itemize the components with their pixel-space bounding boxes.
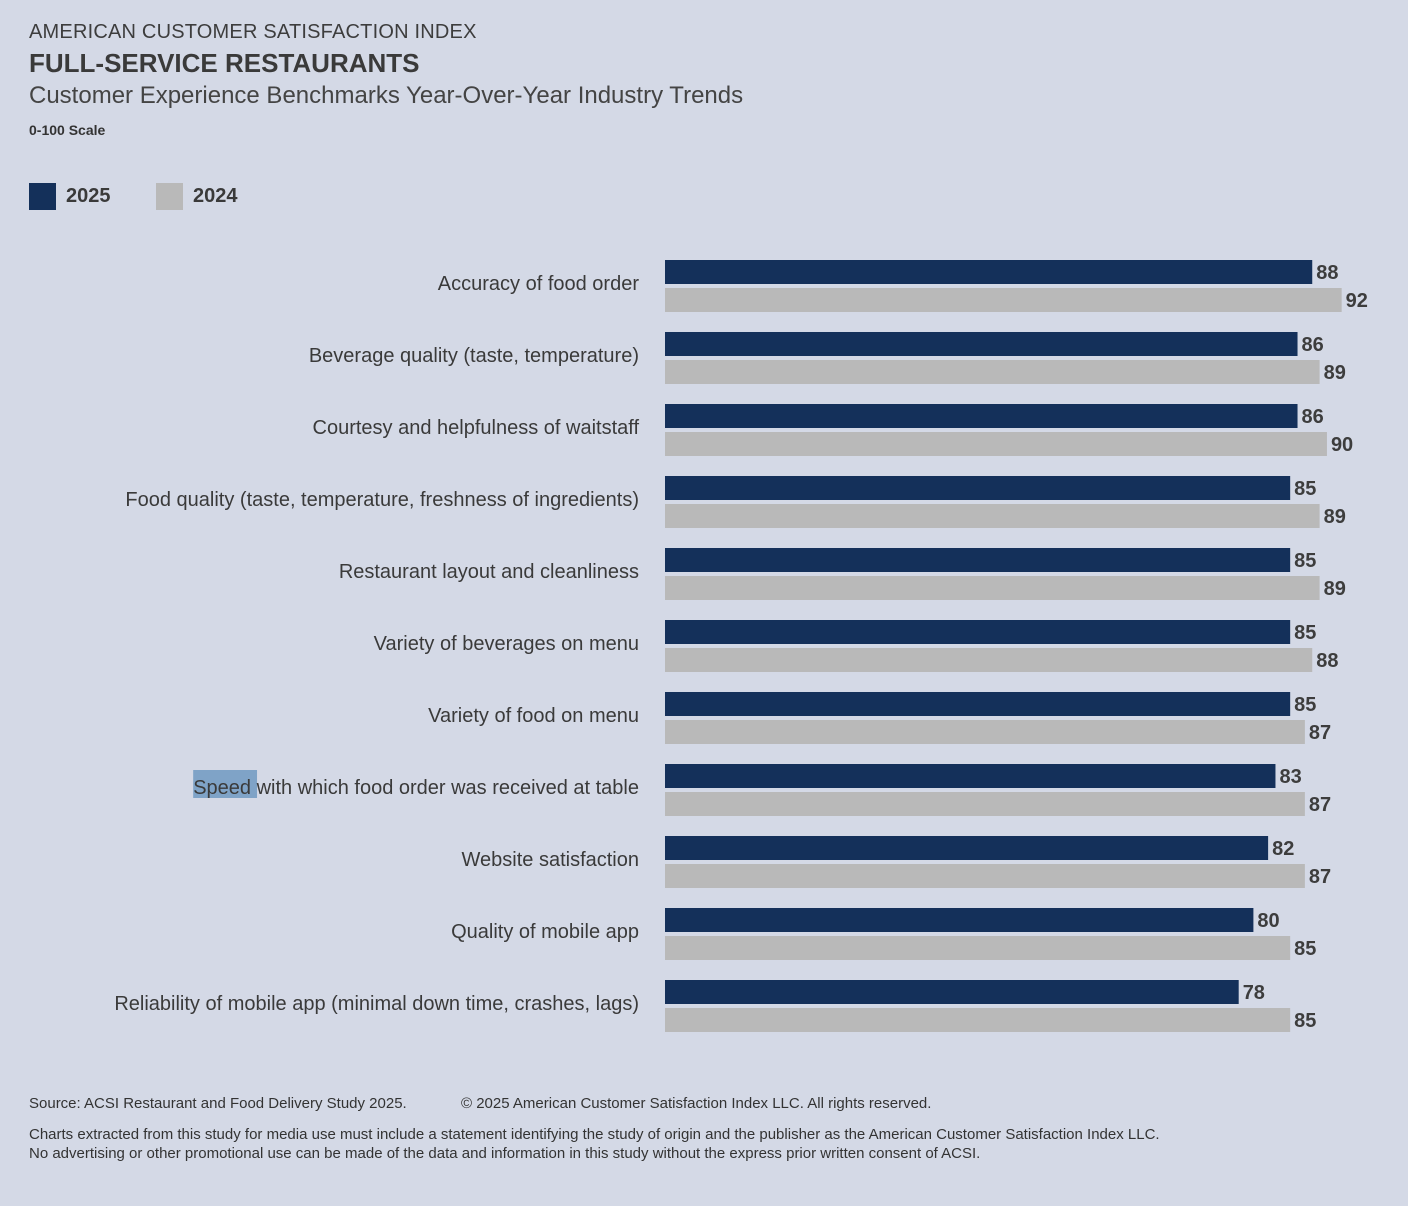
category-label: Reliability of mobile app (minimal down … — [114, 993, 639, 1015]
bar-2025-row-7 — [665, 764, 1276, 788]
usage-note-line-2: No advertising or other promotional use … — [29, 1145, 981, 1162]
usage-note-line-1: Charts extracted from this study for med… — [29, 1126, 1160, 1143]
category-label: Food quality (taste, temperature, freshn… — [125, 489, 639, 511]
copyright-note: © 2025 American Customer Satisfaction In… — [461, 1095, 932, 1112]
organization-name: AMERICAN CUSTOMER SATISFACTION INDEX — [29, 21, 477, 43]
value-label-2025-row-4: 85 — [1294, 550, 1316, 572]
value-label-2025-row-1: 86 — [1302, 334, 1324, 356]
scale-note: 0-100 Scale — [29, 122, 106, 138]
bar-2024-row-9 — [665, 936, 1291, 960]
value-label-2024-row-10: 85 — [1294, 1010, 1316, 1032]
value-label-2024-row-2: 90 — [1331, 434, 1353, 456]
bar-2025-row-4 — [665, 548, 1291, 572]
value-label-2025-row-10: 78 — [1243, 982, 1265, 1004]
category-label: Restaurant layout and cleanliness — [339, 561, 639, 583]
bar-chart: Accuracy of food order 88 92 Beverage quali… — [114, 260, 1368, 1032]
value-label-2025-row-6: 85 — [1294, 694, 1316, 716]
source-note: Source: ACSI Restaurant and Food Deliver… — [29, 1095, 407, 1112]
value-label-2025-row-0: 88 — [1316, 262, 1338, 284]
category-label: Variety of food on menu — [428, 705, 639, 727]
value-label-2024-row-9: 85 — [1294, 938, 1316, 960]
bar-2025-row-1 — [665, 332, 1298, 356]
legend-swatch-2024 — [156, 183, 183, 210]
category-label: Quality of mobile app — [451, 921, 639, 943]
chart-subtitle: Customer Experience Benchmarks Year-Over… — [29, 82, 744, 109]
bar-2024-row-5 — [665, 648, 1313, 672]
bar-2025-row-0 — [665, 260, 1313, 284]
bar-2024-row-2 — [665, 432, 1327, 456]
value-label-2024-row-8: 87 — [1309, 866, 1331, 888]
category-label: Accuracy of food order — [438, 273, 640, 295]
bar-2024-row-0 — [665, 288, 1342, 312]
bar-2024-row-10 — [665, 1008, 1291, 1032]
legend-label-2024: 2024 — [193, 185, 238, 207]
bar-2025-row-8 — [665, 836, 1269, 860]
category-label: Variety of beverages on menu — [374, 633, 639, 655]
text-selection-highlight — [193, 770, 258, 798]
value-label-2025-row-8: 82 — [1272, 838, 1294, 860]
legend-label-2025: 2025 — [66, 185, 111, 207]
bar-2024-row-1 — [665, 360, 1320, 384]
bar-2024-row-6 — [665, 720, 1305, 744]
category-label: Speed with which food order was received… — [193, 777, 639, 799]
category-label: Courtesy and helpfulness of waitstaff — [313, 417, 640, 439]
legend-swatch-2025 — [29, 183, 56, 210]
value-label-2024-row-7: 87 — [1309, 794, 1331, 816]
bar-2025-row-3 — [665, 476, 1291, 500]
value-label-2024-row-5: 88 — [1316, 650, 1338, 672]
bar-2024-row-4 — [665, 576, 1320, 600]
bar-2024-row-8 — [665, 864, 1305, 888]
value-label-2024-row-4: 89 — [1324, 578, 1346, 600]
value-label-2025-row-9: 80 — [1257, 910, 1279, 932]
bar-2024-row-7 — [665, 792, 1305, 816]
value-label-2024-row-6: 87 — [1309, 722, 1331, 744]
value-label-2024-row-0: 92 — [1346, 290, 1368, 312]
legend-item-2025: 2025 — [29, 183, 111, 210]
bar-2025-row-9 — [665, 908, 1254, 932]
bar-2025-row-10 — [665, 980, 1239, 1004]
value-label-2025-row-5: 85 — [1294, 622, 1316, 644]
bar-2025-row-6 — [665, 692, 1291, 716]
value-label-2024-row-1: 89 — [1324, 362, 1346, 384]
bar-2025-row-2 — [665, 404, 1298, 428]
chart-title: FULL-SERVICE RESTAURANTS — [29, 48, 420, 78]
value-label-2025-row-2: 86 — [1302, 406, 1324, 428]
bar-2024-row-3 — [665, 504, 1320, 528]
legend-item-2024: 2024 — [156, 183, 238, 210]
category-label: Beverage quality (taste, temperature) — [309, 345, 639, 367]
value-label-2025-row-7: 83 — [1279, 766, 1301, 788]
value-label-2024-row-3: 89 — [1324, 506, 1346, 528]
value-label-2025-row-3: 85 — [1294, 478, 1316, 500]
bar-2025-row-5 — [665, 620, 1291, 644]
category-label: Website satisfaction — [462, 849, 640, 871]
